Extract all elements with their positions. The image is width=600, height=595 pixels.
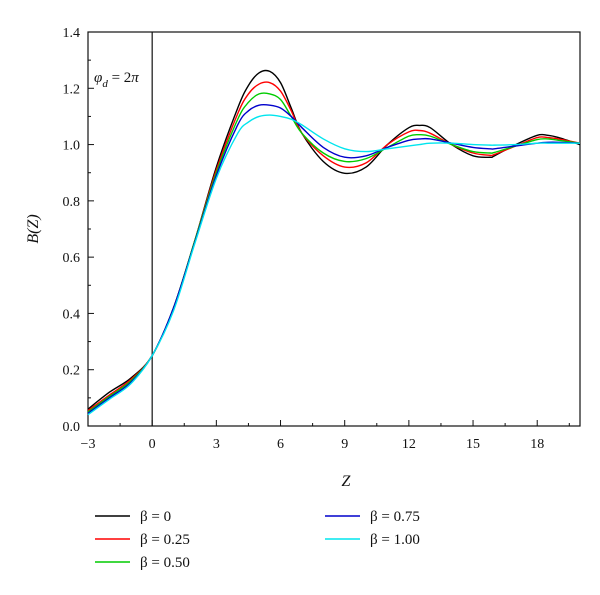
y-axis-label: B(Z) (25, 214, 42, 243)
x-tick-label: 18 (530, 437, 544, 452)
x-tick-label: 9 (341, 437, 348, 452)
y-tick-label: 0.6 (63, 251, 81, 266)
legend-label-0: β = 0 (140, 509, 171, 525)
y-tick-label: 0.4 (63, 307, 81, 322)
x-tick-label: −3 (81, 437, 96, 452)
legend: β = 0 β = 0.25 β = 0.50 β = 0.75 β = 1.00 (95, 509, 420, 571)
x-tick-label: 12 (402, 437, 416, 452)
series-line-1 (87, 81, 581, 412)
phi-annotation: φd = 2π (94, 70, 139, 90)
x-tick-label: 0 (149, 437, 156, 452)
series-line-3 (87, 103, 581, 414)
x-axis-ticks: −3 0 3 6 9 12 15 18 (81, 420, 570, 452)
series-line-4 (87, 114, 580, 416)
x-tick-label: 3 (213, 437, 220, 452)
y-tick-label: 0.8 (63, 195, 81, 210)
x-axis-label: Z (342, 473, 352, 490)
y-tick-label: 0.0 (63, 420, 81, 435)
legend-label-4: β = 1.00 (370, 532, 420, 548)
y-tick-label: 1.4 (63, 26, 81, 41)
legend-label-2: β = 0.50 (140, 555, 190, 571)
y-axis-ticks: 0.0 0.2 0.4 0.6 0.8 1.0 1.2 1.4 (63, 26, 94, 435)
y-tick-label: 1.0 (63, 139, 81, 154)
x-tick-label: 6 (277, 437, 284, 452)
legend-label-1: β = 0.25 (140, 532, 190, 548)
y-tick-label: 0.2 (63, 364, 81, 379)
series-line-2 (87, 92, 581, 413)
series-layer (87, 69, 581, 416)
legend-label-3: β = 0.75 (370, 509, 420, 525)
series-line-0 (87, 69, 581, 410)
x-tick-label: 15 (466, 437, 480, 452)
plot-frame (87, 31, 581, 427)
y-tick-label: 1.2 (63, 82, 81, 97)
